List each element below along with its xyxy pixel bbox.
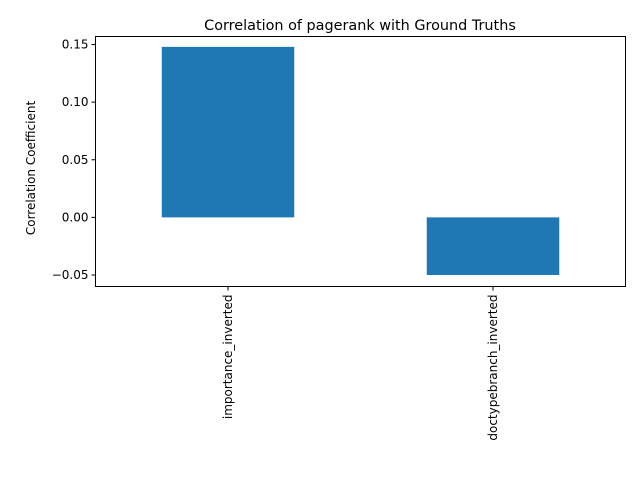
y-tick-label: 0.10 (62, 95, 89, 109)
y-axis-ticks: −0.05 0.00 0.05 0.10 0.15 (52, 38, 96, 282)
x-tick-label: doctypebranch_inverted (486, 295, 500, 441)
x-tick-label: importance_inverted (221, 295, 235, 420)
bars-group (161, 46, 560, 275)
y-tick-label: 0.05 (62, 153, 89, 167)
bar-doctypebranch_inverted (426, 217, 560, 275)
plot-frame (95, 36, 626, 287)
chart-title: Correlation of pagerank with Ground Trut… (204, 18, 516, 34)
bar-importance_inverted (161, 46, 295, 218)
y-tick-label: 0.15 (62, 38, 89, 52)
y-axis-label: Correlation Coefficient (24, 101, 38, 236)
y-tick-label: 0.00 (62, 210, 89, 224)
x-axis-ticks: importance_inverted doctypebranch_inverte… (221, 286, 500, 441)
y-tick-label: −0.05 (52, 268, 89, 282)
